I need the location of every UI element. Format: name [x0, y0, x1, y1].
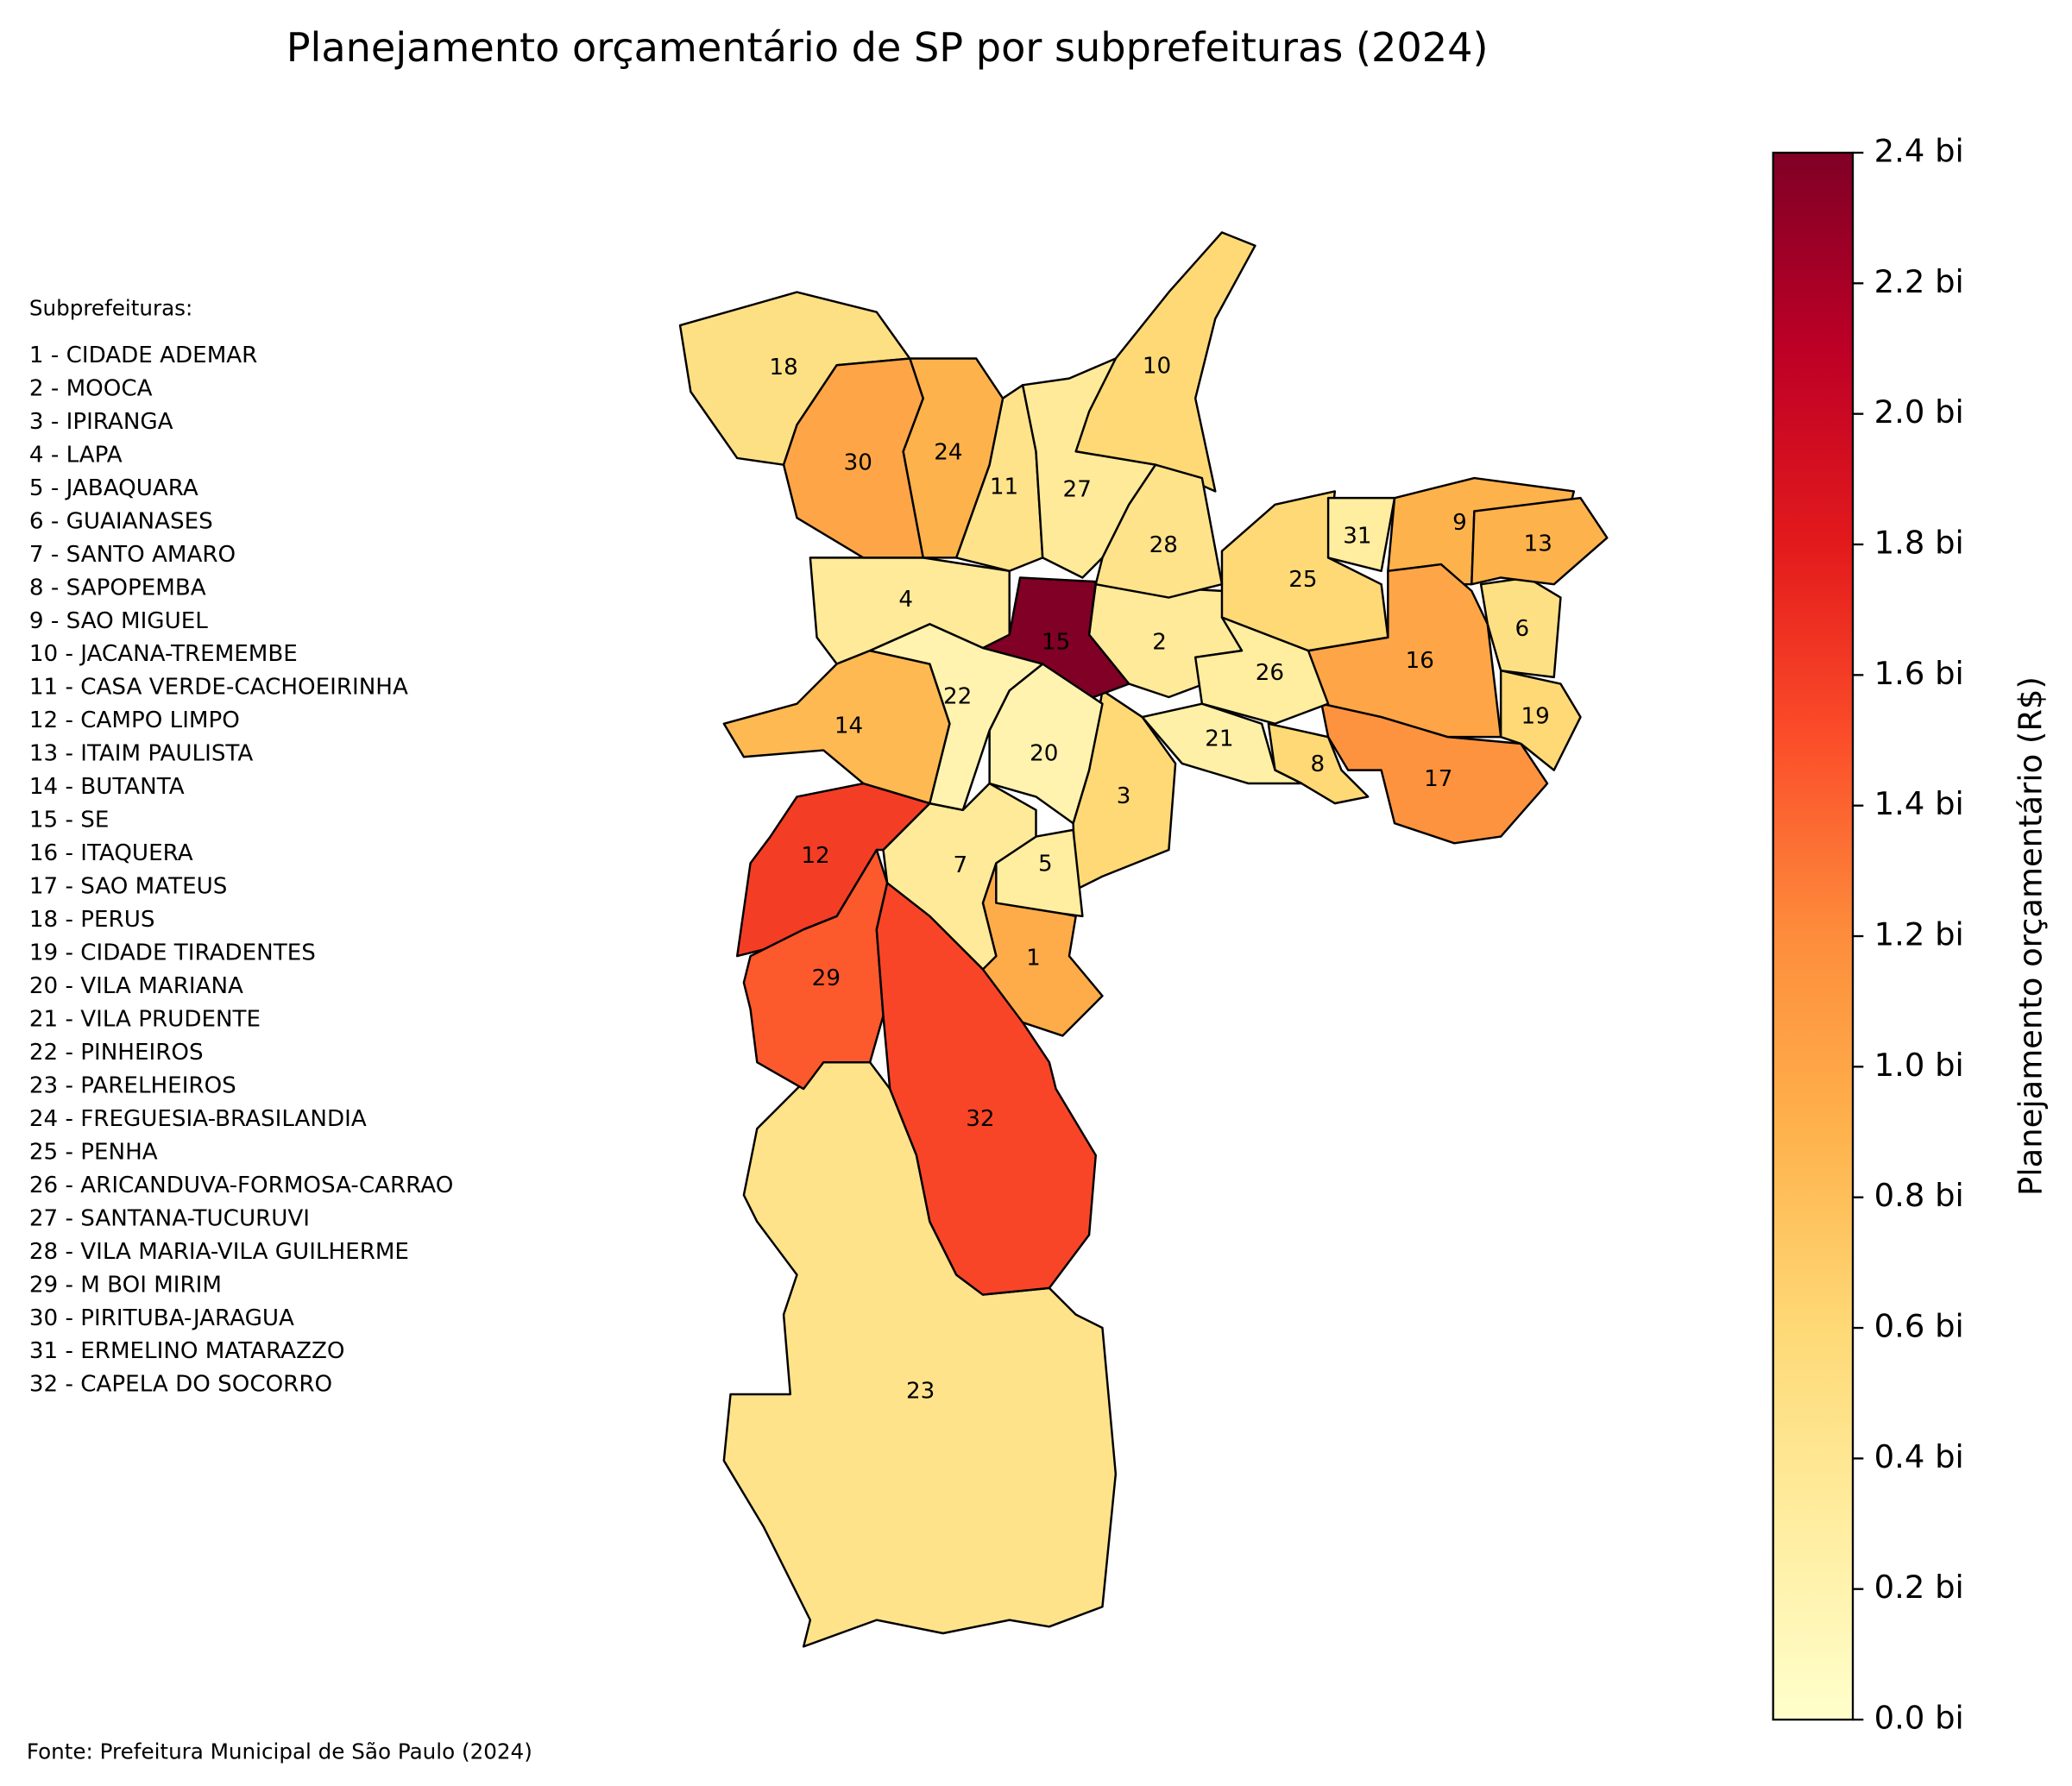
region-label: 9: [1452, 510, 1467, 536]
region-label: 32: [966, 1106, 994, 1132]
region-label: 12: [801, 843, 829, 869]
legend-entry: 26 - ARICANDUVA-FORMOSA-CARRAO: [29, 1173, 453, 1198]
legend-entry: 29 - M BOI MIRIM: [29, 1272, 222, 1298]
region-label: 28: [1149, 532, 1178, 558]
colorbar-tick-label: 0.0 bi: [1874, 1700, 1964, 1737]
legend-entry: 1 - CIDADE ADEMAR: [29, 343, 257, 368]
legend-entry: 30 - PIRITUBA-JARAGUA: [29, 1305, 294, 1331]
colorbar-tick-label: 0.6 bi: [1874, 1308, 1964, 1345]
legend-entry: 22 - PINHEIROS: [29, 1040, 204, 1066]
region: [1193, 616, 1330, 726]
region-label: 23: [906, 1378, 935, 1404]
region: [868, 623, 1044, 812]
colorbar-tick-label: 2.2 bi: [1874, 263, 1964, 300]
region: [782, 357, 924, 559]
region: [1471, 496, 1609, 586]
legend-entry: 27 - SANTANA-TUCURUVI: [29, 1205, 310, 1231]
colorbar-tick-label: 0.4 bi: [1874, 1438, 1964, 1475]
region-label: 22: [943, 683, 972, 709]
region-label: 17: [1424, 766, 1452, 792]
legend-entry: 12 - CAMPO LIMPO: [29, 707, 240, 733]
region: [1499, 669, 1582, 771]
legend-entry: 24 - FREGUESIA-BRASILANDIA: [29, 1106, 367, 1132]
legend-entry: 3 - IPIRANGA: [29, 409, 173, 435]
region-label: 15: [1042, 629, 1070, 655]
region-label: 16: [1406, 648, 1434, 674]
legend-entry: 13 - ITAIM PAULISTA: [29, 741, 253, 767]
region-label: 10: [1143, 353, 1171, 379]
region-label: 6: [1515, 616, 1529, 642]
region-label: 2: [1152, 629, 1167, 655]
legend-entry: 8 - SAPOPEMBA: [29, 575, 206, 601]
legend-entry: 32 - CAPELA DO SOCORRO: [29, 1372, 332, 1398]
legend-entry: 14 - BUTANTA: [29, 774, 185, 800]
region-label: 14: [834, 713, 863, 739]
legend-entry: 11 - CASA VERDE-CACHOEIRINHA: [29, 675, 408, 701]
colorbar-tick-label: 0.2 bi: [1874, 1569, 1964, 1606]
legend-entry: 9 - SAO MIGUEL: [29, 608, 208, 634]
region-label: 25: [1288, 567, 1317, 593]
legend-title: Subprefeituras:: [29, 296, 192, 321]
colorbar-tick-label: 1.0 bi: [1874, 1047, 1964, 1084]
legend-entry: 2 - MOOCA: [29, 375, 153, 401]
region: [742, 848, 889, 1091]
legend-entry: 16 - ITAQUERA: [29, 840, 193, 866]
legend-entry: 5 - JABAQUARA: [29, 475, 198, 501]
legend-entry: 4 - LAPA: [29, 442, 123, 468]
region: [1326, 496, 1396, 573]
colorbar-tick-label: 2.4 bi: [1874, 132, 1964, 169]
region-label: 5: [1038, 851, 1053, 877]
region-label: 27: [1063, 476, 1092, 502]
region-label: 3: [1117, 783, 1131, 809]
legend-entry: 21 - VILA PRUDENTE: [29, 1006, 261, 1032]
region-label: 13: [1524, 531, 1552, 557]
region: [1320, 702, 1549, 845]
legend-entry: 18 - PERUS: [29, 907, 155, 933]
colorbar-tick-label: 0.8 bi: [1874, 1177, 1964, 1214]
region-label: 1: [1026, 946, 1041, 972]
region-label: 18: [769, 355, 797, 380]
region-label: 29: [812, 965, 841, 991]
region-label: 31: [1343, 523, 1371, 549]
chart-title: Planejamento orçamentário de SP por subp…: [287, 24, 1489, 71]
region: [875, 882, 1097, 1296]
region-label: 21: [1205, 726, 1233, 752]
legend-entry: 7 - SANTO AMARO: [29, 542, 236, 568]
colorbar-label: Planejamento orçamentário (R$): [2012, 676, 2049, 1196]
legend-entry: 25 - PENHA: [29, 1139, 158, 1165]
region-label: 26: [1256, 660, 1284, 686]
colorbar-tick-label: 2.0 bi: [1874, 393, 1964, 431]
legend-entry: 19 - CIDADE TIRADENTES: [29, 940, 316, 966]
legend-entry: 31 - ERMELINO MATARAZZO: [29, 1338, 345, 1364]
colorbar: [1772, 151, 1855, 1721]
region-label: 7: [953, 852, 967, 878]
legend-entry: 15 - SE: [29, 808, 109, 833]
region-label: 4: [898, 587, 913, 613]
region-label: 11: [990, 474, 1018, 500]
region-label: 24: [934, 439, 962, 465]
region-label: 30: [844, 450, 872, 476]
legend-entry: 28 - VILA MARIA-VILA GUILHERME: [29, 1239, 409, 1265]
region: [1094, 463, 1224, 599]
region-label: 19: [1521, 704, 1550, 730]
colorbar-tick-label: 1.6 bi: [1874, 655, 1964, 692]
region-label: 8: [1310, 752, 1325, 777]
colorbar-tick-label: 1.4 bi: [1874, 785, 1964, 822]
region-label: 20: [1030, 741, 1058, 767]
legend-entry: 17 - SAO MATEUS: [29, 874, 227, 900]
colorbar-tick-label: 1.8 bi: [1874, 525, 1964, 562]
colorbar-tick-label: 1.2 bi: [1874, 916, 1964, 953]
legend-entry: 23 - PARELHEIROS: [29, 1072, 236, 1098]
legend-entry: 6 - GUAIANASES: [29, 508, 213, 534]
legend-entry: 10 - JACANA-TREMEMBE: [29, 641, 298, 667]
legend-entry: 20 - VILA MARIANA: [29, 973, 243, 999]
source-note: Fonte: Prefeitura Municipal de São Paulo…: [27, 1739, 532, 1764]
